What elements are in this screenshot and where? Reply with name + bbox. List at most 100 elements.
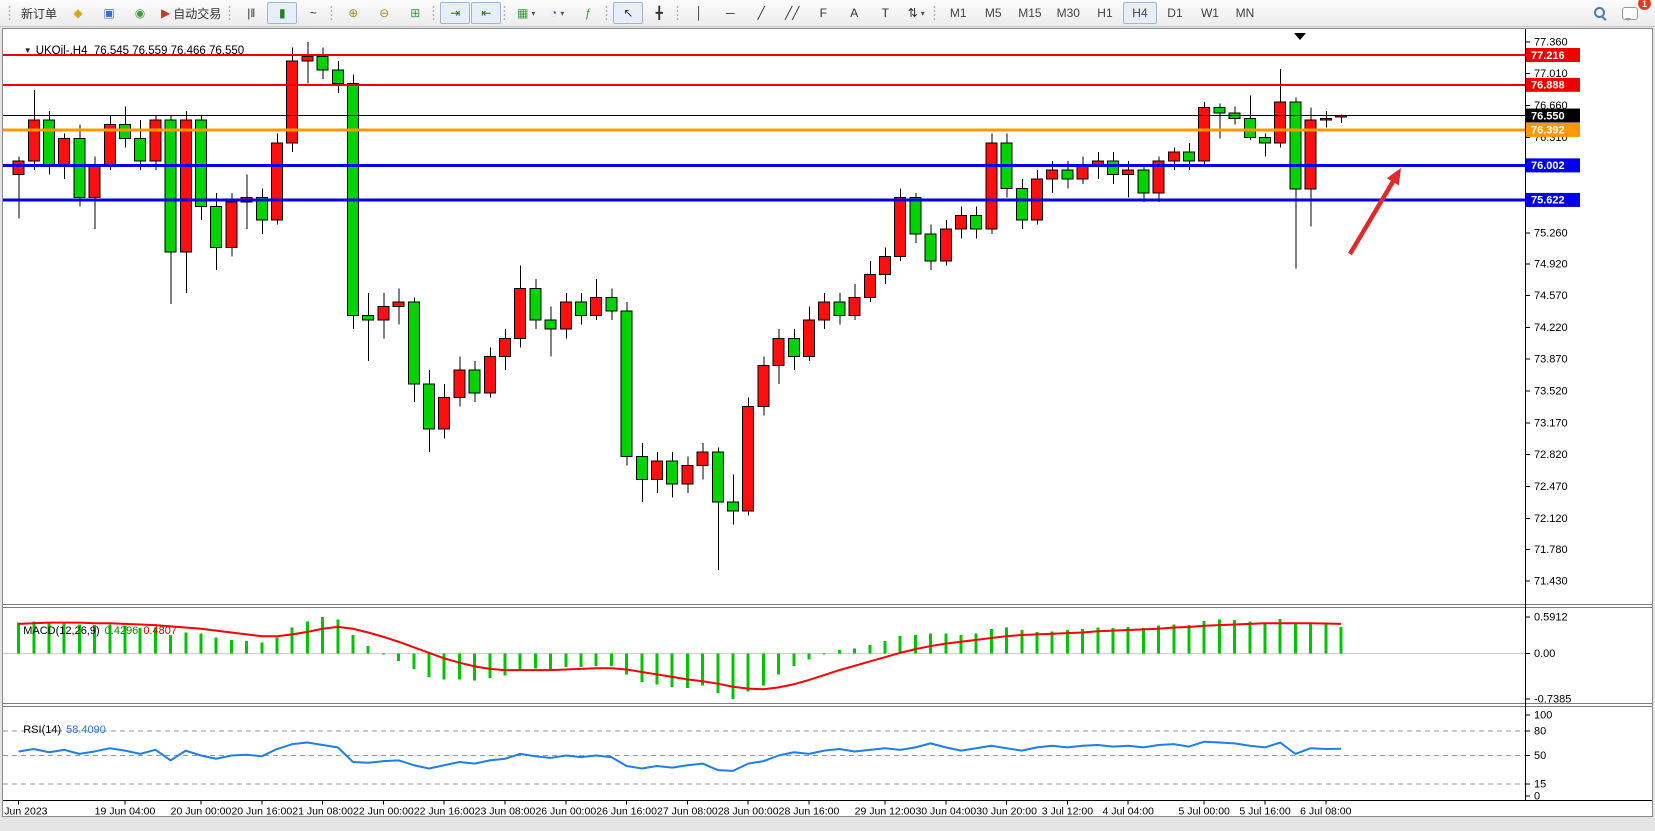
periods-button[interactable]: ◔ ▾ xyxy=(542,2,572,24)
candle xyxy=(134,120,147,171)
arrows-tool-button[interactable]: ⇅ ▾ xyxy=(901,2,931,24)
notification-badge: 1 xyxy=(1638,0,1651,10)
zoom-out-button[interactable]: ⊖ xyxy=(369,2,399,24)
autotrading-button[interactable]: ▶ 自动交易 xyxy=(156,2,226,24)
toolbar-group-new-objects: ▦ ▾ ◔ ▾ ƒ xyxy=(511,2,603,24)
rsi-tick-label: 50 xyxy=(1534,750,1546,762)
tf-h1-button-label: H1 xyxy=(1097,6,1113,20)
search-button[interactable] xyxy=(1585,2,1615,24)
channel-tool-button[interactable]: ╱╱ xyxy=(777,2,807,24)
bar-chart-button[interactable]: |‖ xyxy=(236,2,266,24)
candle xyxy=(1152,156,1165,202)
candle xyxy=(970,206,983,239)
candle xyxy=(818,292,831,330)
candle xyxy=(772,329,785,384)
candle xyxy=(483,347,496,398)
time-tick-label: 22 Jun 16:00 xyxy=(414,806,475,816)
hline-tool-button[interactable]: ─ xyxy=(715,2,745,24)
dropdown-caret-icon[interactable]: ▾ xyxy=(560,8,565,18)
macd-pane xyxy=(3,617,1525,699)
tf-m1-button[interactable]: M1 xyxy=(941,2,975,24)
chart-canvas[interactable]: 77.36077.01076.66076.31075.96075.61075.2… xyxy=(3,29,1652,815)
label-tool-button[interactable]: T xyxy=(870,2,900,24)
tf-m5-button[interactable]: M5 xyxy=(976,2,1010,24)
symbol-dropdown-caret[interactable]: ▼ xyxy=(23,46,32,55)
price-tick-label: 74.920 xyxy=(1534,258,1568,270)
time-tick-label: 28 Jun 16:00 xyxy=(779,806,840,816)
toolbar-separator xyxy=(330,5,335,21)
time-tick-label: 28 Jun 00:00 xyxy=(718,806,779,816)
candle xyxy=(499,329,511,371)
candle xyxy=(362,292,375,362)
indicators-button[interactable]: ƒ xyxy=(573,2,603,24)
candle xyxy=(757,356,770,416)
tf-w1-button-label: W1 xyxy=(1200,6,1219,20)
chart-shift-marker[interactable] xyxy=(1294,33,1306,40)
candle xyxy=(1122,161,1135,198)
ohlc-values-label: 76.545 76.559 76.466 76.550 xyxy=(93,45,245,57)
macd-tick-label: -0.7385 xyxy=(1534,694,1571,706)
tf-h1-button[interactable]: H1 xyxy=(1088,2,1122,24)
tile-windows-button[interactable]: ⊞ xyxy=(400,2,430,24)
new-order-button[interactable]: 新订单 xyxy=(16,2,62,24)
line-chart-button[interactable]: ~ xyxy=(298,2,328,24)
price-tick-label: 73.870 xyxy=(1534,354,1568,366)
autotrading-button-label: 自动交易 xyxy=(173,6,222,21)
trendline-tool-button[interactable]: ╱ xyxy=(746,2,776,24)
toolbar-separator xyxy=(228,5,233,21)
rsi-indicator-label: RSI(14) 58.4090 xyxy=(11,712,106,748)
fibonacci-tool-icon: F xyxy=(819,6,827,20)
zoom-in-button[interactable]: ⊕ xyxy=(338,2,368,24)
candle xyxy=(787,329,800,371)
chart-title-overlay: ▼ UKOil-,H4 76.545 76.559 76.466 76.550 xyxy=(11,33,244,69)
candle xyxy=(1274,69,1287,148)
candle xyxy=(1015,179,1028,230)
tf-m5-button-label: M5 xyxy=(984,6,1002,20)
dropdown-caret-icon[interactable]: ▾ xyxy=(920,8,925,18)
candle xyxy=(301,41,314,84)
auto-scroll-button[interactable]: ⇥ xyxy=(440,2,471,24)
signals-icon: ◉ xyxy=(134,6,146,20)
time-tick-label: 4 Jul 04:00 xyxy=(1103,806,1155,816)
vline-tool-button[interactable]: │ xyxy=(684,2,714,24)
tf-d1-button[interactable]: D1 xyxy=(1158,2,1192,24)
candle xyxy=(149,115,162,171)
tf-h4-button[interactable]: H4 xyxy=(1122,2,1157,24)
price-badge-76.392: 76.392 xyxy=(1526,122,1580,137)
toolbar-group-draw-tools: │ ─ ╱ ╱╱ F A T ⇅ ▾ xyxy=(684,2,931,24)
text-tool-button[interactable]: A xyxy=(839,2,869,24)
tf-mn-button[interactable]: MN xyxy=(1228,2,1262,24)
tf-m30-button[interactable]: M30 xyxy=(1050,2,1087,24)
candle xyxy=(544,306,557,357)
chart-shift-icon: ⇤ xyxy=(481,6,492,20)
tf-w1-button[interactable]: W1 xyxy=(1193,2,1227,24)
fibonacci-tool-button[interactable]: F xyxy=(808,2,838,24)
signals-button[interactable]: ◉ xyxy=(125,2,155,24)
cursor-button[interactable]: ↖ xyxy=(613,2,644,24)
candle xyxy=(195,115,207,221)
styler-button[interactable]: ◆ xyxy=(63,2,93,24)
rsi-tick-label: 0 xyxy=(1534,791,1540,803)
candle xyxy=(103,115,116,171)
candle xyxy=(1076,156,1089,184)
candlestick-button[interactable]: ▮ xyxy=(267,2,298,24)
candle xyxy=(529,279,542,330)
macd-tick-label: 0.00 xyxy=(1534,648,1555,660)
toolbar-group-chart-type: |‖ ▮ ~ xyxy=(236,2,328,24)
new-chart-button[interactable]: ▦ ▾ xyxy=(511,2,541,24)
notifications-button[interactable]: 1 xyxy=(1615,0,1651,24)
dropdown-caret-icon[interactable]: ▾ xyxy=(531,8,536,18)
candle xyxy=(377,292,390,339)
crosshair-button[interactable]: ╋ xyxy=(644,2,674,24)
svg-text:77.216: 77.216 xyxy=(1531,50,1565,62)
price-axis[interactable]: 77.36077.01076.66076.31075.96075.61075.2… xyxy=(1525,29,1580,803)
macd-tick-label: 0.5912 xyxy=(1534,612,1568,624)
candle xyxy=(240,174,253,230)
trend-arrow-annotation[interactable] xyxy=(1348,168,1401,256)
tf-m15-button[interactable]: M15 xyxy=(1011,2,1048,24)
chart-shift-button[interactable]: ⇤ xyxy=(471,2,502,24)
market-watch-button[interactable]: ▣ xyxy=(94,2,124,24)
time-tick-label: 3 Jul 12:00 xyxy=(1042,806,1094,816)
price-lines-layer[interactable] xyxy=(3,54,1525,202)
